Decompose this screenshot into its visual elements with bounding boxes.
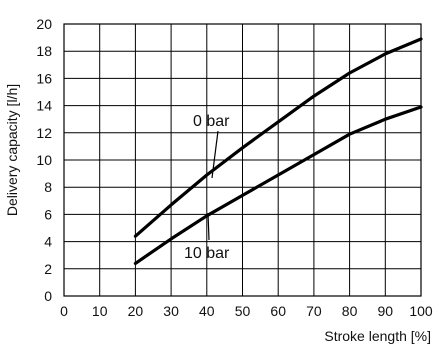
x-tick-label: 30 <box>163 303 179 319</box>
series-label: 10 bar <box>184 245 230 262</box>
y-tick-label: 4 <box>44 234 52 250</box>
y-tick-label: 18 <box>36 43 52 59</box>
x-tick-label: 0 <box>60 303 68 319</box>
y-tick-label: 6 <box>44 206 52 222</box>
y-tick-label: 20 <box>36 16 52 32</box>
x-tick-label: 40 <box>199 303 215 319</box>
y-tick-label: 12 <box>36 125 52 141</box>
x-axis-ticks: 0 10 20 30 40 50 60 70 80 90 100 <box>60 303 433 319</box>
series-label-leader <box>207 212 210 241</box>
series-line <box>133 37 423 238</box>
x-tick-label: 50 <box>235 303 251 319</box>
x-tick-label: 20 <box>128 303 144 319</box>
x-tick-label: 10 <box>92 303 108 319</box>
y-tick-label: 16 <box>36 70 52 86</box>
y-axis-title: Delivery capacity [l/h] <box>4 84 20 216</box>
x-tick-label: 70 <box>306 303 322 319</box>
x-tick-label: 60 <box>270 303 286 319</box>
x-axis-title: Stroke length [%] <box>324 328 431 344</box>
series-lines <box>133 37 423 265</box>
x-tick-label: 100 <box>409 303 433 319</box>
y-tick-label: 0 <box>44 288 52 304</box>
y-axis-ticks: 0 2 4 6 8 10 12 14 16 18 20 <box>36 16 52 304</box>
series-labels: 0 bar 10 bar <box>184 113 230 262</box>
y-tick-label: 14 <box>36 98 52 114</box>
plot-frame <box>63 23 422 297</box>
series-label: 0 bar <box>193 113 230 130</box>
x-tick-label: 90 <box>378 303 394 319</box>
x-tick-label: 80 <box>342 303 358 319</box>
y-tick-label: 8 <box>44 179 52 195</box>
y-tick-label: 10 <box>36 152 52 168</box>
y-tick-label: 2 <box>44 261 52 277</box>
series-line <box>133 105 423 265</box>
series-label-leader <box>211 130 219 179</box>
